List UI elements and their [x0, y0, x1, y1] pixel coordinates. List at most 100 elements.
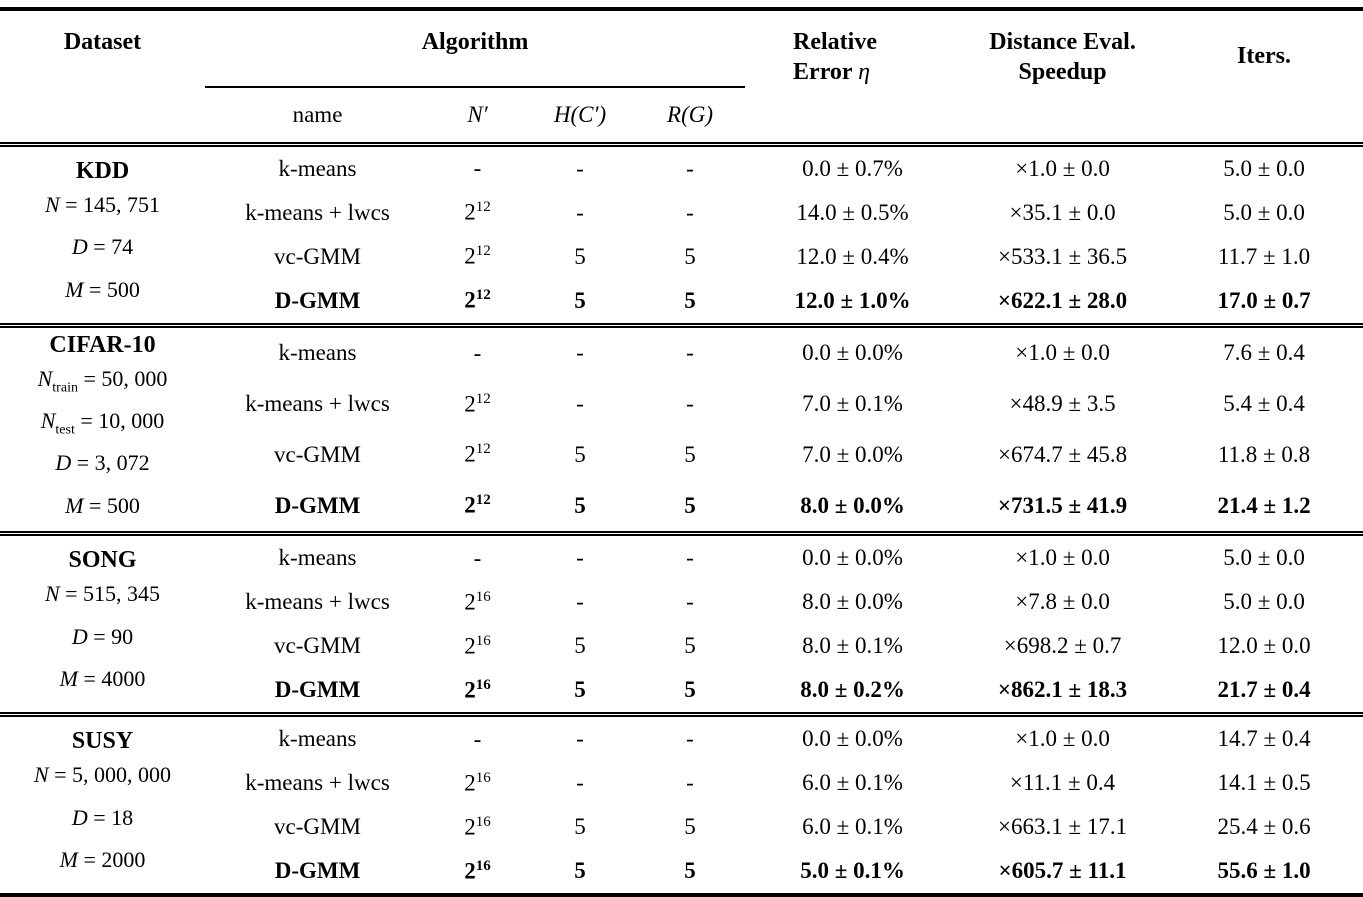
cell-speedup: ×1.0 ± 0.0	[960, 712, 1166, 762]
n-exponent: 12	[475, 243, 491, 260]
dataset-info-line: D = 90	[0, 620, 205, 662]
col-header-algorithm: Algorithm	[421, 29, 529, 55]
relative-error-word: Error	[793, 59, 853, 85]
cell-iters: 5.0 ± 0.0	[1165, 531, 1363, 581]
dataset-info-line: D = 74	[0, 230, 205, 272]
cell-iters: 17.0 ± 0.7	[1217, 287, 1311, 313]
n-exponent: 12	[475, 287, 491, 304]
math-value: = 500	[88, 276, 140, 302]
math-var: M	[65, 276, 84, 302]
cell-h: 5	[574, 441, 586, 467]
dataset-info-line: M = 500	[0, 273, 205, 315]
math-var: N	[44, 581, 60, 607]
n-base: 2	[464, 199, 476, 225]
cell-algorithm-name: k-means	[205, 531, 430, 581]
cell-algorithm-name: k-means + lwcs	[245, 199, 390, 225]
math-var: N	[40, 407, 56, 433]
cell-r: 5	[684, 858, 696, 884]
cell-relative-error: 0.0 ± 0.0%	[745, 531, 961, 581]
math-subscript: test	[55, 422, 75, 438]
cell-h: 5	[574, 287, 586, 313]
dataset-info-line: N = 515, 345	[0, 577, 205, 619]
table-row: k-means + lwcs 216 - - 8.0 ± 0.0% ×7.8 ±…	[0, 580, 1363, 624]
cell-h: -	[576, 199, 584, 225]
n-base: 2	[464, 287, 476, 313]
n-base: 2	[464, 858, 476, 884]
cell-algorithm-name: D-GMM	[274, 858, 361, 884]
col-header-iters: Iters.	[1237, 43, 1292, 69]
cell-algorithm-name: D-GMM	[274, 492, 361, 518]
cell-n-prime: 212	[430, 279, 525, 326]
n-base: 2	[464, 770, 476, 796]
n-exponent: 16	[475, 632, 491, 649]
relative-error-line1: Relative	[793, 29, 877, 55]
cell-iters: 5.0 ± 0.0	[1223, 199, 1305, 225]
n-base: 2	[464, 633, 476, 659]
cell-n-prime: 212	[430, 429, 525, 480]
cell-h: 5	[574, 858, 586, 884]
cell-algorithm-name: k-means	[205, 322, 430, 379]
n-base: 2	[464, 391, 476, 417]
cell-h: -	[576, 770, 584, 796]
n-base: 2	[464, 492, 476, 518]
cell-n-prime: 212	[430, 235, 525, 279]
cell-n-prime: 216	[430, 761, 525, 805]
cell-iters: 21.4 ± 1.2	[1217, 492, 1311, 518]
cell-speedup: ×674.7 ± 45.8	[997, 441, 1128, 467]
cell-r: -	[686, 770, 694, 796]
table-row: D-GMM 212 5 5 12.0 ± 1.0% ×622.1 ± 28.0 …	[0, 279, 1363, 326]
dataset-info-line: M = 500	[0, 489, 205, 531]
table-row: vc-GMM 212 5 5 7.0 ± 0.0% ×674.7 ± 45.8 …	[0, 429, 1363, 480]
cell-n-prime: -	[430, 531, 525, 581]
n-base: 2	[464, 589, 476, 615]
n-exponent: 16	[475, 588, 491, 605]
cell-algorithm-name: k-means + lwcs	[245, 589, 390, 615]
cell-relative-error: 8.0 ± 0.2%	[800, 677, 905, 703]
cell-iters: 14.1 ± 0.5	[1217, 770, 1311, 796]
cell-n-prime: 216	[430, 580, 525, 624]
math-value: = 10, 000	[80, 407, 165, 433]
header-row-2: name N′ H(C′) R(G)	[0, 86, 1363, 144]
cell-r: 5	[684, 492, 696, 518]
math-value: = 4000	[83, 666, 146, 692]
math-var: D	[71, 804, 88, 830]
dataset-info-line: D = 18	[0, 801, 205, 843]
dataset-cell: SONG N = 515, 345 D = 90 M = 4000	[0, 531, 205, 715]
cell-r: -	[635, 322, 746, 379]
math-var: D	[55, 450, 72, 476]
cell-r: -	[686, 589, 694, 615]
cell-h: -	[576, 589, 584, 615]
math-value: = 515, 345	[65, 581, 161, 607]
n-exponent: 16	[475, 676, 491, 693]
dataset-info-line: N = 5, 000, 000	[0, 758, 205, 800]
cell-algorithm-name: k-means	[205, 712, 430, 762]
cell-n-prime: 212	[430, 191, 525, 235]
math-var: M	[65, 492, 84, 518]
cell-speedup: ×7.8 ± 0.0	[1015, 589, 1110, 615]
math-var: N	[44, 191, 60, 217]
table-header: Dataset Algorithm Relative Error η Dista…	[0, 9, 1363, 144]
cell-r: 5	[684, 243, 696, 269]
cell-iters: 55.6 ± 1.0	[1217, 858, 1311, 884]
n-base: -	[473, 340, 482, 366]
cell-r: 5	[684, 287, 696, 313]
dataset-name: KDD	[75, 157, 130, 184]
table-row: D-GMM 216 5 5 8.0 ± 0.2% ×862.1 ± 18.3 2…	[0, 668, 1363, 715]
n-base: -	[473, 545, 482, 571]
cell-iters: 5.0 ± 0.0	[1165, 141, 1363, 191]
table-row: CIFAR-10 Ntrain = 50, 000 Ntest = 10, 00…	[0, 322, 1363, 534]
table-row: D-GMM 216 5 5 5.0 ± 0.1% ×605.7 ± 11.1 5…	[0, 849, 1363, 895]
math-value: = 18	[93, 804, 134, 830]
sub-header-h: H(C′)	[525, 86, 635, 144]
cell-algorithm-name: vc-GMM	[274, 441, 361, 467]
dataset-info-line: N = 145, 751	[0, 188, 205, 230]
cell-relative-error: 0.0 ± 0.0%	[745, 712, 961, 762]
cell-algorithm-name: D-GMM	[274, 677, 361, 703]
table-row: vc-GMM 212 5 5 12.0 ± 0.4% ×533.1 ± 36.5…	[0, 235, 1363, 279]
cell-h: 5	[574, 633, 586, 659]
dataset-info-line: M = 4000	[0, 662, 205, 704]
math-var: D	[71, 623, 88, 649]
cell-iters: 21.7 ± 0.4	[1217, 677, 1311, 703]
cell-r: 5	[684, 441, 696, 467]
cell-speedup: ×1.0 ± 0.0	[960, 322, 1166, 379]
